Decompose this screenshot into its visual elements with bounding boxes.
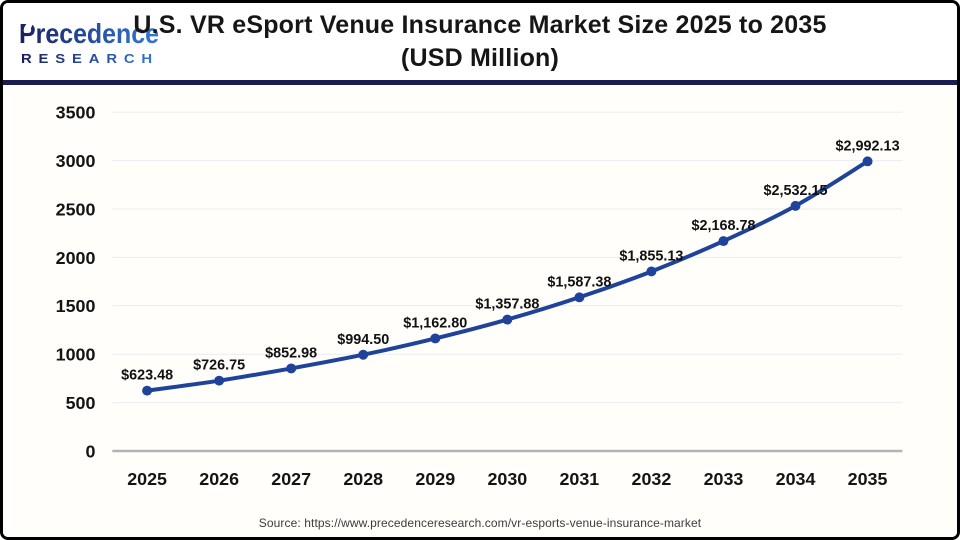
- data-point-label: $994.50: [337, 332, 389, 348]
- data-point: [574, 292, 585, 303]
- data-point: [718, 236, 729, 247]
- x-tick-label: 2027: [271, 469, 311, 489]
- data-point: [502, 314, 513, 325]
- chart-title: U.S. VR eSport Venue Insurance Market Si…: [3, 9, 957, 75]
- source-link[interactable]: Source: https://www.precedenceresearch.c…: [258, 516, 702, 530]
- data-point: [214, 375, 225, 386]
- y-tick-label: 500: [66, 393, 96, 413]
- y-tick-label: 3500: [56, 103, 96, 123]
- header: Precedence RESEARCH U.S. VR eSport Venue…: [3, 3, 957, 80]
- data-point-label: $1,162.80: [403, 316, 467, 332]
- data-point-label: $1,357.88: [475, 297, 539, 313]
- x-tick-label: 2025: [127, 469, 167, 489]
- data-point: [358, 349, 369, 360]
- data-point-label: $1,587.38: [547, 274, 611, 290]
- x-tick-label: 2030: [487, 469, 527, 489]
- data-point: [286, 363, 297, 374]
- y-tick-label: 1000: [56, 345, 96, 365]
- logo-subtext: RESEARCH: [21, 51, 159, 66]
- leaf-icon: [23, 21, 33, 33]
- x-tick-label: 2035: [848, 469, 888, 489]
- data-point: [646, 266, 657, 277]
- data-point: [862, 156, 873, 167]
- x-tick-label: 2031: [559, 469, 599, 489]
- x-tick-label: 2028: [343, 469, 383, 489]
- chart-area: 0 500 1000 1500 2000 2500 3000 3500 2025 2026 2027…: [3, 85, 957, 509]
- y-tick-label: 2000: [56, 248, 96, 268]
- y-tick-label: 0: [85, 441, 95, 461]
- data-point: [142, 385, 153, 396]
- data-point: [430, 333, 441, 344]
- y-tick-label: 3000: [56, 151, 96, 171]
- x-tick-label: 2029: [415, 469, 455, 489]
- logo-wordmark: Precedence: [19, 18, 159, 49]
- x-tick-label: 2034: [776, 469, 816, 489]
- line-chart: 0 500 1000 1500 2000 2500 3000 3500 2025 2026 2027…: [56, 103, 903, 489]
- data-point-label: $852.98: [265, 346, 317, 362]
- data-point-label: $623.48: [121, 368, 173, 384]
- precedence-research-logo: Precedence RESEARCH: [19, 18, 159, 66]
- x-tick-label: 2026: [199, 469, 239, 489]
- footer: Source: https://www.precedenceresearch.c…: [3, 509, 957, 537]
- data-point-label: $2,168.78: [691, 218, 755, 234]
- data-point-label: $2,532.15: [764, 183, 828, 199]
- x-tick-label: 2033: [704, 469, 744, 489]
- y-tick-label: 2500: [56, 199, 96, 219]
- data-point-label: $1,855.13: [619, 248, 683, 264]
- data-point-label: $726.75: [193, 358, 245, 374]
- data-point-label: $2,992.13: [836, 138, 900, 154]
- x-tick-label: 2032: [632, 469, 672, 489]
- chart-title-line1: U.S. VR eSport Venue Insurance Market Si…: [133, 11, 827, 39]
- y-tick-label: 1500: [56, 296, 96, 316]
- header-divider: [3, 80, 957, 85]
- data-point: [790, 200, 801, 211]
- series-line: [145, 159, 870, 393]
- chart-title-line2: (USD Million): [400, 44, 560, 72]
